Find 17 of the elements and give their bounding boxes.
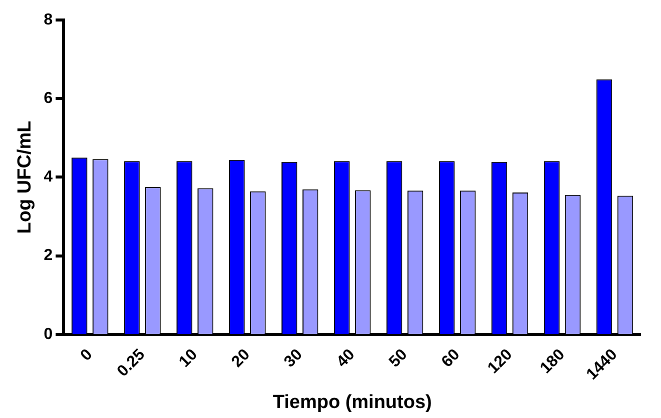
x-tick-label: 0.25 bbox=[114, 346, 148, 380]
y-tick-label: 2 bbox=[44, 247, 53, 264]
x-tick-label: 10 bbox=[176, 346, 201, 371]
y-tick-label: 4 bbox=[44, 168, 53, 186]
y-tick-label: 0 bbox=[44, 326, 53, 343]
x-tick-label: 30 bbox=[281, 346, 306, 371]
x-tick-label: 40 bbox=[334, 346, 358, 371]
x-tick-label: 120 bbox=[484, 346, 516, 378]
x-tick-label: 0 bbox=[78, 346, 96, 364]
x-tick-label: 60 bbox=[438, 346, 464, 371]
x-tick-label: 180 bbox=[537, 346, 568, 378]
y-tick-label: 6 bbox=[44, 90, 53, 108]
x-tick-label: 20 bbox=[228, 346, 254, 371]
x-tick-label: 50 bbox=[386, 346, 411, 371]
x-axis-title: Tiempo (minutos) bbox=[272, 392, 432, 413]
y-tick-label: 8 bbox=[44, 11, 53, 28]
y-axis-title: Log UFC/mL bbox=[14, 120, 36, 234]
